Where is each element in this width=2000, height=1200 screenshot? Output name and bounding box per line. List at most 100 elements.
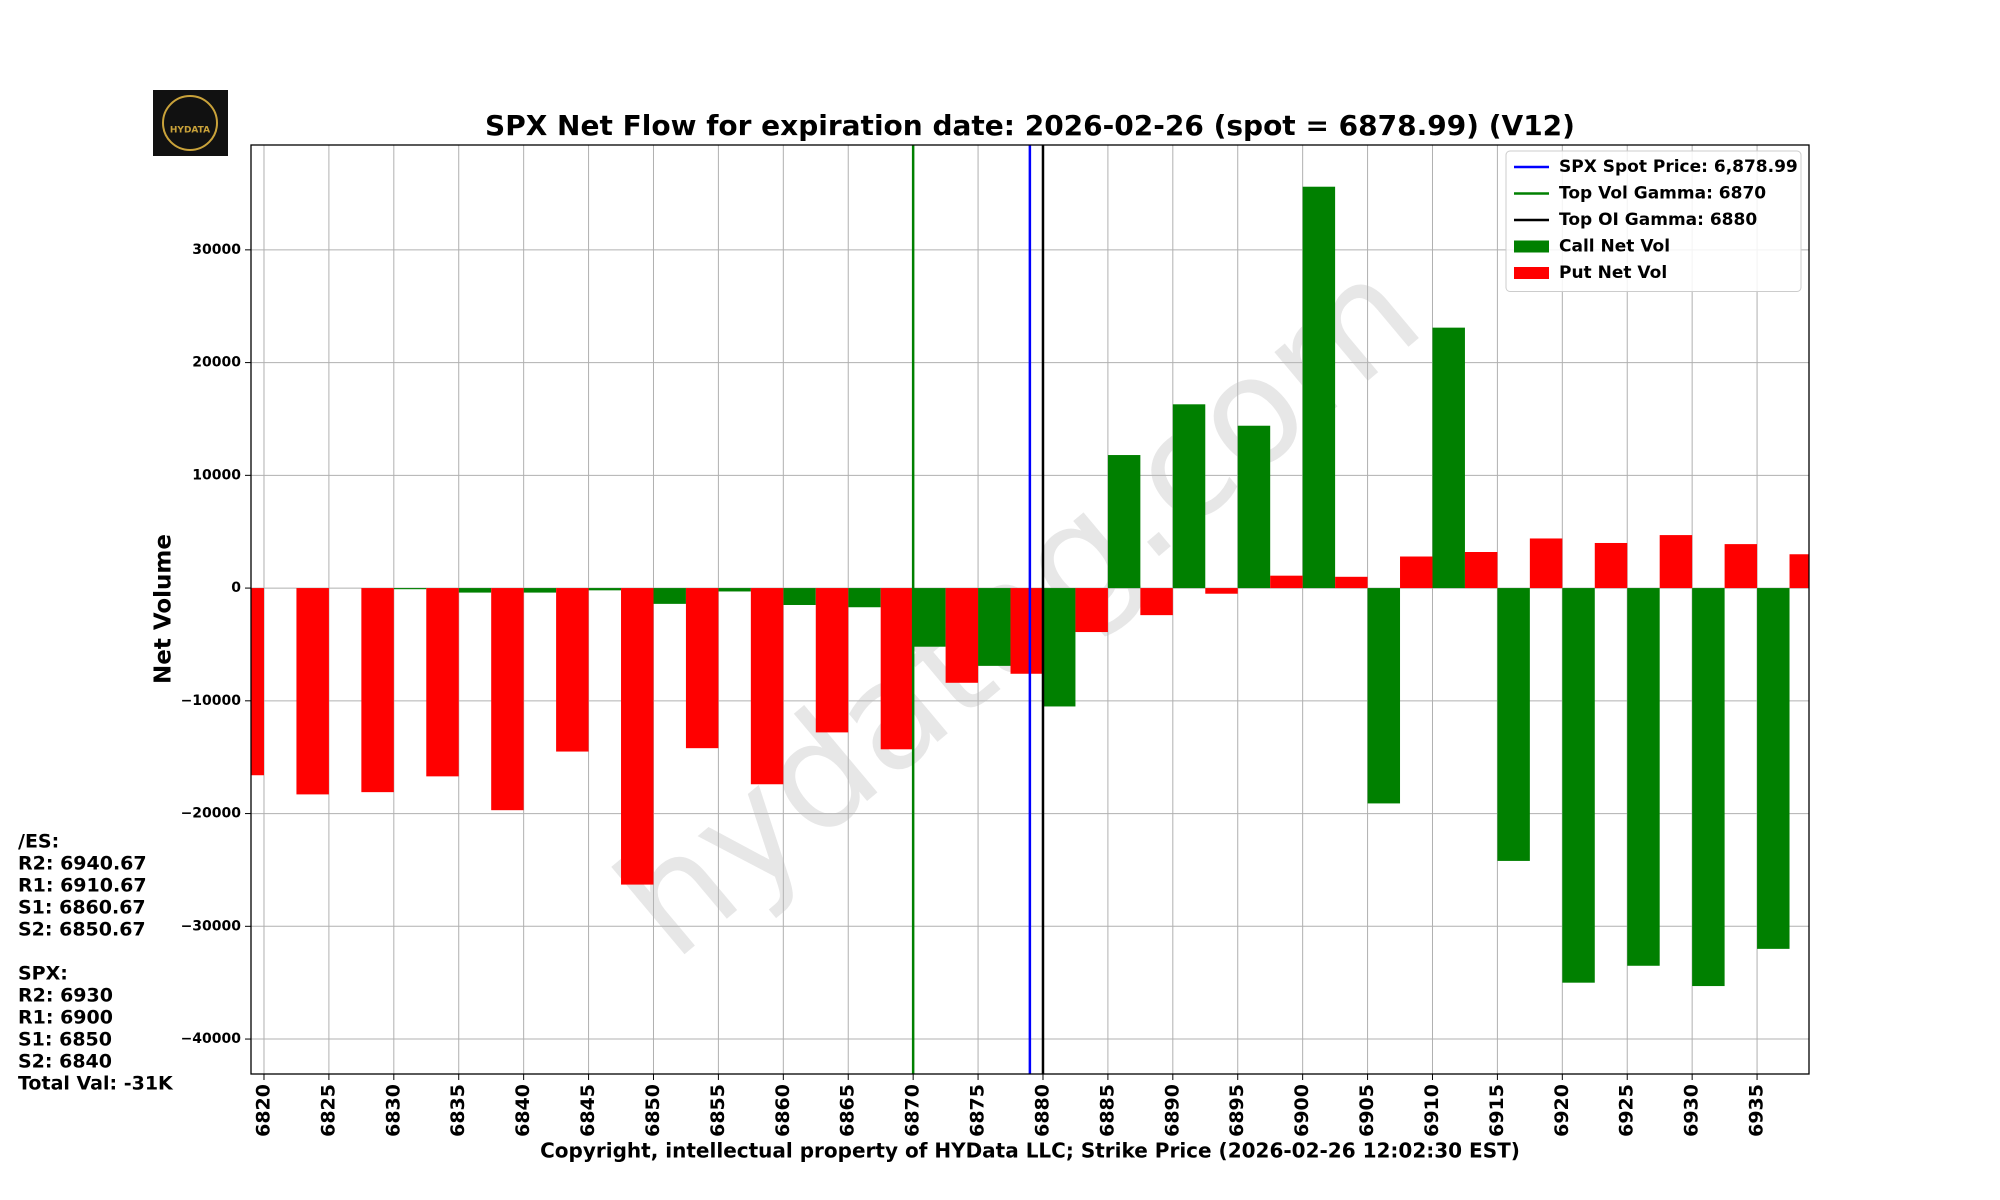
x-tick-label: 6865	[837, 1084, 859, 1137]
x-axis-label: Copyright, intellectual property of HYDa…	[540, 1139, 1520, 1163]
bar	[296, 588, 329, 795]
bar	[1172, 404, 1206, 589]
bar	[1302, 186, 1336, 589]
level-note: Total Val: -31K	[18, 1073, 174, 1095]
x-tick-label: 6920	[1551, 1084, 1573, 1137]
x-tick-label: 6930	[1681, 1084, 1703, 1137]
x-tick-label: 6925	[1616, 1084, 1638, 1137]
bar	[1659, 535, 1693, 589]
bar	[1075, 588, 1108, 633]
x-tick-label: 6855	[707, 1084, 729, 1137]
level-note: S2: 6850.67	[18, 919, 146, 941]
level-note: R2: 6940.67	[18, 853, 147, 875]
bar	[1497, 588, 1530, 861]
legend-box	[1505, 150, 1802, 292]
bar	[1042, 588, 1076, 707]
bar	[1627, 588, 1660, 966]
bar	[1107, 455, 1141, 589]
bar	[1432, 327, 1465, 589]
bar	[1692, 588, 1725, 987]
logo: HYDATA	[153, 90, 228, 156]
x-tick-label: 6875	[967, 1084, 989, 1137]
bar	[361, 588, 394, 793]
x-tick-label: 6935	[1746, 1084, 1768, 1137]
bar	[978, 588, 1011, 666]
plot-area	[251, 145, 1809, 1074]
bar	[1335, 576, 1368, 589]
y-tick-label: 0	[231, 580, 241, 596]
bar	[1529, 538, 1563, 589]
x-tick-label: 6850	[642, 1084, 664, 1137]
level-note: S1: 6850	[18, 1029, 112, 1051]
legend-label: SPX Spot Price: 6,878.99	[1559, 157, 1798, 177]
x-tick-label: 6910	[1421, 1084, 1443, 1137]
y-tick-label: −20000	[181, 806, 242, 822]
legend-label: Put Net Vol	[1559, 263, 1667, 283]
y-tick-label: 10000	[192, 467, 241, 483]
x-tick-label: 6835	[447, 1084, 469, 1137]
bar	[1010, 588, 1043, 674]
x-tick-label: 6820	[252, 1084, 274, 1137]
plot-frame	[250, 144, 1810, 1075]
x-tick-label: 6825	[317, 1084, 339, 1137]
y-tick-label: −40000	[181, 1031, 242, 1047]
bar	[718, 588, 751, 592]
y-tick-label: −10000	[181, 693, 242, 709]
y-tick-label: 30000	[192, 242, 241, 258]
legend-swatch	[1514, 240, 1549, 253]
bar	[426, 588, 459, 777]
legend-label: Top OI Gamma: 6880	[1559, 210, 1757, 230]
level-note: S1: 6860.67	[18, 897, 146, 919]
x-tick-label: 6905	[1356, 1084, 1378, 1137]
bar	[491, 588, 524, 811]
x-tick-label: 6900	[1291, 1084, 1313, 1137]
bar	[913, 588, 946, 647]
logo-box	[153, 90, 228, 156]
bar	[1237, 425, 1271, 589]
logo-text: HYDATA	[170, 126, 210, 136]
x-tick-label: 6870	[902, 1084, 924, 1137]
y-axis-label: Net Volume	[151, 534, 177, 684]
legend: SPX Spot Price: 6,878.99 Top Vol Gamma: 6…	[1505, 150, 1802, 292]
bar	[621, 588, 654, 885]
bar	[251, 588, 264, 776]
bar	[588, 588, 622, 591]
bar	[815, 588, 849, 733]
bar	[1400, 556, 1433, 589]
legend-swatch	[1514, 267, 1549, 279]
legend-label: Call Net Vol	[1559, 237, 1670, 257]
bar	[685, 588, 719, 749]
level-note: R2: 6930	[18, 985, 113, 1007]
x-tick-label: 6830	[382, 1084, 404, 1137]
bar	[783, 588, 816, 605]
bar	[393, 588, 427, 590]
x-tick-label: 6845	[577, 1084, 599, 1137]
x-tick-label: 6915	[1486, 1084, 1508, 1137]
level-note: SPX:	[18, 963, 68, 985]
bar	[1464, 552, 1498, 589]
level-note: S2: 6840	[18, 1051, 112, 1073]
level-note: R1: 6900	[18, 1007, 113, 1029]
bar	[523, 588, 557, 593]
chart-title: SPX Net Flow for expiration date: 2026-0…	[485, 109, 1575, 142]
logo-ring	[162, 95, 218, 151]
x-tick-label: 6895	[1226, 1084, 1248, 1137]
x-tick-label: 6885	[1096, 1084, 1118, 1137]
bar	[1757, 588, 1790, 949]
legend-label: Top Vol Gamma: 6870	[1559, 184, 1766, 204]
bar	[880, 588, 914, 750]
y-tick-label: 20000	[192, 355, 241, 371]
bar	[848, 588, 881, 608]
bar	[458, 588, 492, 593]
x-tick-label: 6880	[1031, 1084, 1053, 1137]
bar	[1789, 554, 1809, 589]
level-note: R1: 6910.67	[18, 875, 147, 897]
bar	[1270, 575, 1303, 589]
level-note: /ES:	[18, 831, 59, 853]
bar	[1140, 588, 1173, 616]
bar	[653, 588, 686, 604]
bar	[1562, 588, 1595, 983]
x-tick-label: 6860	[772, 1084, 794, 1137]
bar	[945, 588, 979, 683]
